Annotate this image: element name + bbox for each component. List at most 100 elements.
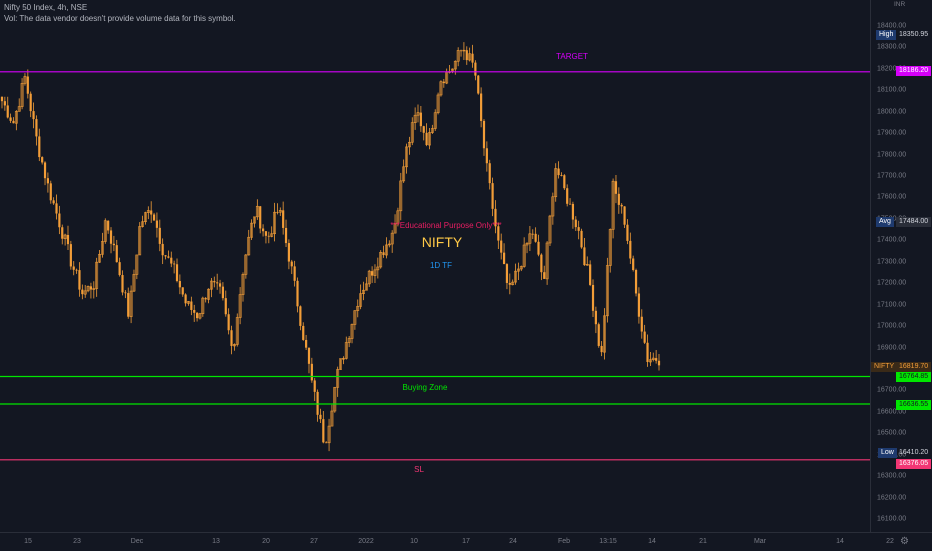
candle-body	[278, 210, 282, 213]
candle-body	[175, 264, 179, 282]
candle-body	[655, 358, 658, 361]
candle-body	[299, 306, 302, 326]
candle-body	[390, 232, 394, 245]
candle-body	[491, 183, 494, 209]
candle-body	[519, 266, 523, 270]
candle-body	[385, 244, 388, 256]
y-tick-label: 17600.00	[877, 193, 907, 201]
candle-body	[637, 293, 641, 317]
candle-body	[241, 274, 245, 295]
candle-body	[310, 363, 313, 381]
candle-body	[626, 224, 629, 241]
candle-body	[563, 175, 566, 189]
candle-body	[608, 229, 612, 266]
candle-body	[66, 234, 70, 245]
candle-body	[344, 342, 348, 359]
sl-tag: 16376.05	[896, 459, 932, 469]
candle-body	[247, 236, 251, 256]
candle-body	[232, 344, 236, 347]
avg-tag-value: 17484.00	[896, 217, 932, 227]
candle-body	[488, 163, 491, 184]
x-tick-label: 15	[24, 538, 32, 545]
candle-body	[86, 286, 90, 292]
candle-body	[52, 200, 55, 204]
candle-body	[591, 284, 595, 311]
candle-body	[402, 166, 406, 182]
candle-body	[540, 254, 543, 273]
candle-body	[350, 324, 354, 339]
candle-body	[648, 359, 652, 363]
y-tick-label: 16100.00	[877, 515, 907, 523]
candle-body	[201, 297, 205, 315]
candle-body	[373, 269, 377, 276]
candle-body	[132, 274, 136, 292]
candle-body	[580, 230, 583, 248]
candle-body	[611, 180, 615, 230]
y-tick-label: 17400.00	[877, 236, 907, 244]
candle-body	[436, 94, 440, 114]
y-tick-label: 17900.00	[877, 129, 907, 137]
candle-body	[325, 442, 328, 444]
y-tick-label: 16900.00	[877, 344, 907, 352]
candle-body	[296, 280, 299, 307]
candle-body	[410, 122, 414, 143]
candle-body	[313, 380, 316, 392]
x-tick-label: 17	[462, 538, 470, 545]
candle-body	[422, 126, 425, 133]
candle-body	[218, 283, 222, 287]
candle-body	[12, 120, 15, 124]
candle-body	[270, 233, 274, 237]
candle-body	[534, 233, 537, 242]
candle-body	[158, 227, 161, 244]
candle-body	[210, 280, 213, 290]
candle-body	[164, 255, 167, 257]
y-tick-label: 17700.00	[877, 172, 907, 180]
candle-body	[276, 212, 279, 214]
candle-body	[362, 289, 365, 294]
candle-body	[184, 294, 187, 304]
candle-body	[138, 226, 142, 256]
candle-body	[287, 243, 290, 262]
candle-body	[244, 254, 248, 275]
low-tag-label: Low	[878, 448, 897, 458]
candle-body	[95, 261, 99, 289]
candle-body	[150, 210, 153, 215]
time-axis[interactable]: 15 23 Dec 13 20 27 2022 10 17 24 Feb 13:15 14 21 Mar 14…	[0, 532, 932, 551]
candle-body	[307, 347, 311, 364]
nifty-tag-label: NIFTY	[871, 362, 898, 372]
candle-body	[141, 221, 144, 227]
y-tick-label: 17300.00	[877, 258, 907, 266]
candle-body	[173, 263, 176, 265]
candle-body	[322, 419, 325, 443]
candle-body	[651, 357, 655, 361]
candle-body	[646, 342, 649, 362]
candle-body	[497, 226, 500, 241]
candle-body	[359, 293, 363, 307]
candle-body	[152, 214, 156, 221]
candle-body	[83, 290, 87, 295]
currency-label: INR	[894, 1, 906, 8]
candle-body	[0, 96, 4, 102]
candle-body	[560, 175, 563, 176]
candle-body	[471, 53, 474, 63]
x-tick-label: 13:15	[599, 538, 617, 545]
candle-body	[178, 281, 181, 288]
candle-body	[336, 369, 340, 388]
candle-body	[190, 301, 193, 310]
x-tick-label: Dec	[130, 538, 144, 545]
buying-zone-label: Buying Zone	[402, 383, 448, 392]
candle-body	[46, 178, 50, 184]
y-tick-label: 18300.00	[877, 43, 907, 51]
candle-body	[531, 233, 534, 235]
candle-body	[98, 253, 101, 263]
candle-body	[101, 241, 104, 255]
candle-body	[115, 245, 118, 263]
candle-body	[577, 227, 580, 231]
gear-icon[interactable]: ⚙	[900, 536, 909, 547]
candle-body	[537, 241, 540, 255]
target-tag: 18186.20	[896, 66, 932, 76]
y-tick-label: 18000.00	[877, 108, 907, 116]
y-tick-label: 17800.00	[877, 151, 907, 159]
